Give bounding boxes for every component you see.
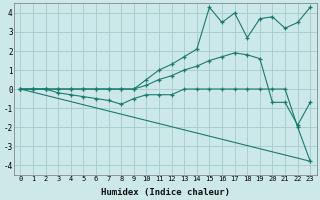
X-axis label: Humidex (Indice chaleur): Humidex (Indice chaleur) [101, 188, 230, 197]
